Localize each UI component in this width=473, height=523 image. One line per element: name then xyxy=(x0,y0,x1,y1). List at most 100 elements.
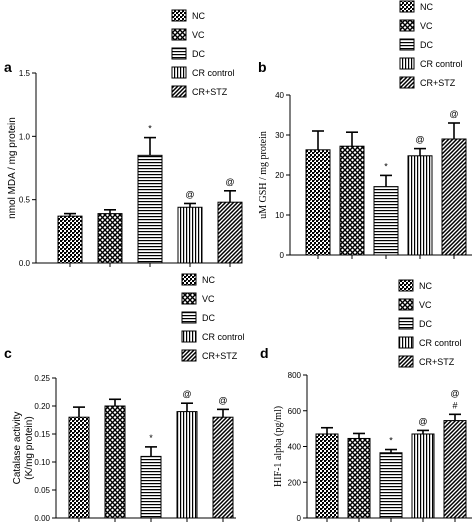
legend-swatch xyxy=(181,292,197,305)
legend-label: NC xyxy=(202,275,215,285)
legend-label: CR control xyxy=(192,68,235,78)
significance-mark: @ xyxy=(182,389,191,399)
legend-label: CR control xyxy=(420,59,463,69)
bar-cr-stz xyxy=(217,201,243,264)
legend-label: VC xyxy=(202,294,215,304)
bar-dc xyxy=(373,186,399,256)
bar-nc xyxy=(305,149,331,256)
legend-swatch xyxy=(398,279,414,292)
bar-cr-stz xyxy=(443,420,467,519)
legend-label: NC xyxy=(419,281,432,291)
bar-nc xyxy=(68,416,90,519)
y-axis-label: uM GSH / mg protein xyxy=(258,131,269,219)
bar-dc xyxy=(140,455,162,519)
legend-label: DC xyxy=(420,40,433,50)
legend-swatch xyxy=(398,317,414,330)
legend-label: CR control xyxy=(419,338,462,348)
legend-swatch xyxy=(171,9,187,22)
legend-label: VC xyxy=(419,300,432,310)
y-tick-label: 400 xyxy=(288,443,302,452)
bar-cr-stz xyxy=(212,416,234,519)
y-tick-label: 0.10 xyxy=(34,458,50,467)
y-tick-label: 1.0 xyxy=(19,132,31,141)
legend-swatch xyxy=(171,85,187,98)
y-axis-label: HIF-1 alpha (pg/ml) xyxy=(273,406,284,487)
bar-cr-control xyxy=(407,155,433,256)
significance-mark: @ xyxy=(415,135,424,145)
bar-dc xyxy=(379,452,403,519)
bar-nc xyxy=(315,433,339,519)
panel-letter: c xyxy=(4,345,12,361)
legend-swatch xyxy=(171,66,187,79)
y-tick-label: 20 xyxy=(275,171,284,180)
significance-mark: @ xyxy=(449,109,458,119)
legend-label: DC xyxy=(419,319,432,329)
y-tick-label: 0.0 xyxy=(19,259,31,268)
y-tick-label: 600 xyxy=(288,407,302,416)
y-axis-label: Catalase activity xyxy=(12,412,23,485)
bar-dc xyxy=(137,154,163,264)
legend-swatch xyxy=(399,38,415,51)
y-tick-label: 0 xyxy=(297,514,302,523)
legend-swatch xyxy=(181,349,197,362)
panel-letter: b xyxy=(258,59,267,75)
significance-mark: @ xyxy=(185,189,194,199)
legend-label: CR+STZ xyxy=(192,87,228,97)
y-tick-label: 0.25 xyxy=(34,374,50,383)
y-tick-label: 0.15 xyxy=(34,430,50,439)
legend-label: CR control xyxy=(202,332,245,342)
bar-vc xyxy=(104,405,126,519)
y-tick-label: 0 xyxy=(280,251,285,260)
significance-mark: @ xyxy=(225,177,234,187)
legend-swatch xyxy=(171,28,187,41)
legend-label: CR+STZ xyxy=(419,357,455,367)
y-axis-label: nmol MDA / mg protein xyxy=(7,117,18,219)
bar-cr-control xyxy=(176,411,198,519)
significance-mark: # xyxy=(452,400,457,410)
significance-mark: @ xyxy=(418,416,427,426)
legend-swatch xyxy=(181,311,197,324)
legend-label: CR+STZ xyxy=(202,351,238,361)
y-tick-label: 0.20 xyxy=(34,402,50,411)
bar-cr-stz xyxy=(441,138,467,256)
legend-swatch xyxy=(398,298,414,311)
y-tick-label: 1.5 xyxy=(19,69,31,78)
significance-mark: * xyxy=(389,436,393,446)
bar-cr-control xyxy=(177,206,203,264)
y-tick-label: 200 xyxy=(288,478,302,487)
legend-label: NC xyxy=(192,11,205,21)
panel-letter: a xyxy=(4,59,12,75)
significance-mark: @ xyxy=(218,395,227,405)
significance-mark: * xyxy=(148,124,152,134)
significance-mark: @ xyxy=(450,388,459,398)
legend-label: CR+STZ xyxy=(420,78,456,88)
legend-swatch xyxy=(398,336,414,349)
bar-vc xyxy=(97,213,123,264)
significance-mark: * xyxy=(384,161,388,171)
legend-label: DC xyxy=(192,49,205,59)
legend-swatch xyxy=(181,273,197,286)
legend-label: NC xyxy=(420,2,433,12)
legend-label: VC xyxy=(192,30,205,40)
y-tick-label: 0.00 xyxy=(34,514,50,523)
bar-cr-control xyxy=(411,433,435,519)
legend-swatch xyxy=(398,355,414,368)
legend-swatch xyxy=(399,76,415,89)
bar-vc xyxy=(347,437,371,519)
legend-label: VC xyxy=(420,21,433,31)
y-tick-label: 30 xyxy=(275,131,284,140)
y-tick-label: 800 xyxy=(288,371,302,380)
legend-swatch xyxy=(399,0,415,13)
y-tick-label: 10 xyxy=(275,211,284,220)
legend-swatch xyxy=(171,47,187,60)
y-tick-label: 40 xyxy=(275,91,284,100)
legend-swatch xyxy=(399,19,415,32)
bar-nc xyxy=(57,215,83,264)
bar-vc xyxy=(339,145,365,256)
panel-letter: d xyxy=(260,345,269,361)
y-axis-label: (K/mg protein) xyxy=(24,416,35,479)
y-tick-label: 0.5 xyxy=(19,196,31,205)
y-tick-label: 0.05 xyxy=(34,486,50,495)
legend-label: DC xyxy=(202,313,215,323)
